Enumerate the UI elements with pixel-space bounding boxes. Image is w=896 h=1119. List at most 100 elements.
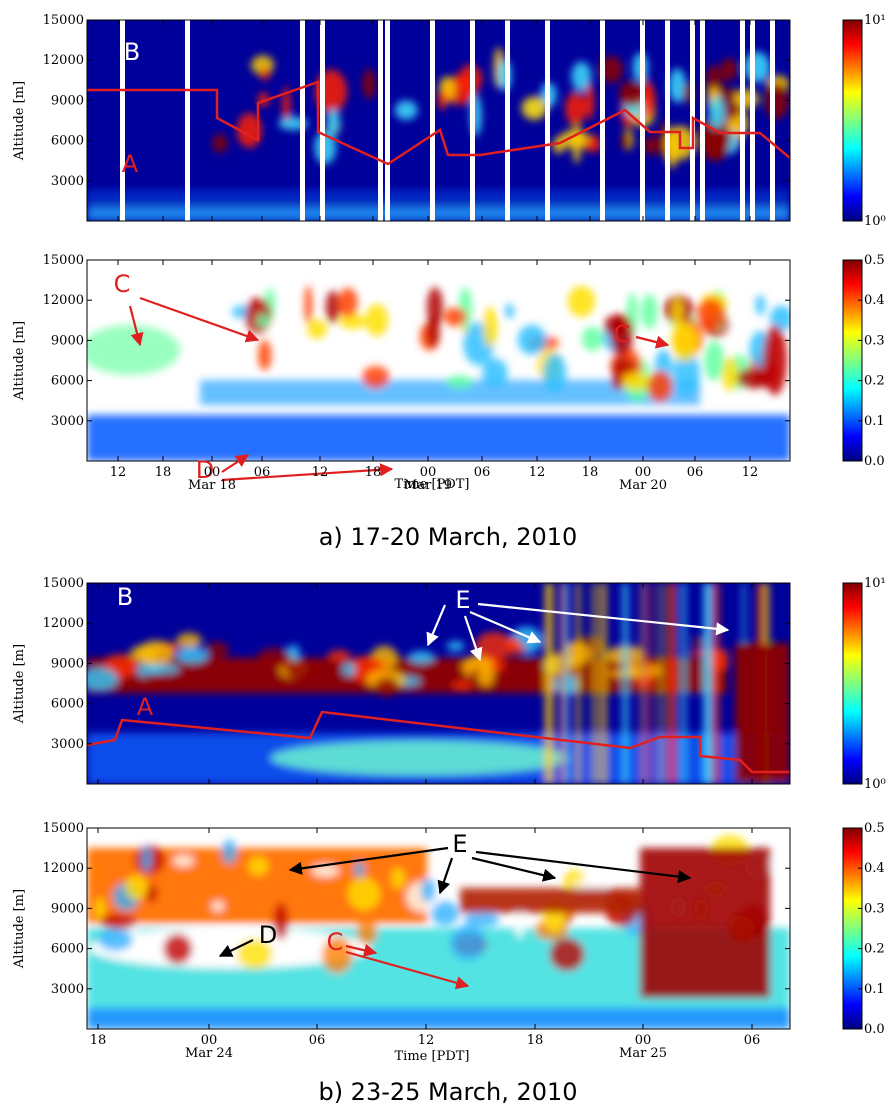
annotation-arrow [437, 857, 454, 895]
missing-data [770, 20, 775, 221]
heatmap-streak [592, 583, 597, 784]
y-tick-label: 3000 [51, 414, 84, 429]
heatmap-patch [408, 650, 435, 664]
y-tick-label: 15000 [43, 576, 84, 591]
heatmap-patch [571, 61, 592, 92]
annotation-label: D [259, 921, 277, 949]
heatmap-patch [311, 864, 340, 877]
y-axis-label: Altitude [m] [12, 644, 27, 724]
heatmap-patch [176, 646, 208, 664]
heatmap-patch [87, 190, 790, 202]
y-tick-label: 15000 [43, 253, 84, 268]
y-tick-label: 15000 [43, 821, 84, 836]
annotation-label: C [327, 928, 344, 956]
x-tick-label: 12 [418, 1033, 435, 1048]
colorbar [842, 582, 863, 785]
colorbar-tick-label: 0.2 [864, 374, 885, 389]
heatmap [87, 583, 790, 784]
heatmap-patch [567, 285, 596, 317]
heatmap-streak [622, 583, 629, 784]
annotation-label: C [114, 270, 131, 298]
missing-data [320, 20, 325, 221]
colorbar-tick-label: 0.1 [864, 982, 885, 997]
colorbar-tick-label: 0.5 [864, 253, 885, 268]
colorbar-tick-label: 10¹ [864, 576, 886, 591]
heatmap-blobs [87, 47, 790, 221]
heatmap-patch [321, 936, 353, 974]
heatmap-patch [325, 290, 341, 324]
heatmap [87, 20, 790, 221]
heatmap-patch [430, 901, 459, 926]
heatmap-patch [172, 855, 195, 867]
layer-boundary [86, 710, 790, 774]
heatmap-patch [212, 133, 228, 153]
heatmap-patch [87, 1008, 790, 1029]
x-tick-label: 00 [635, 1033, 652, 1048]
heatmap-patch [426, 314, 440, 348]
x-tick-label: 12 [110, 465, 127, 480]
heatmap-streak [560, 583, 565, 784]
heatmap-patch [743, 51, 771, 83]
y-tick-label: 6000 [51, 942, 84, 957]
heatmap-patch [764, 82, 789, 120]
heatmap-patch [98, 928, 133, 952]
heatmap-patch [143, 672, 164, 688]
heatmap-patch [222, 839, 237, 864]
heatmap-streak [680, 583, 687, 784]
colorbar [842, 259, 863, 462]
heatmap-patch [450, 924, 486, 961]
missing-data [505, 20, 510, 221]
heatmap-streak [575, 583, 581, 784]
heatmap-patch [668, 68, 686, 103]
caption: b) 23-25 March, 2010 [318, 1078, 577, 1106]
colorbar-tick-label: 0.3 [864, 333, 885, 348]
missing-data [470, 20, 475, 221]
heatmap-patch [129, 645, 160, 662]
missing-data [545, 20, 550, 221]
caption: a) 17-20 March, 2010 [319, 523, 578, 551]
plot-frame [86, 259, 791, 462]
annotation-arrow [477, 602, 730, 636]
heatmap-patch [621, 133, 630, 150]
heatmap-patch [445, 375, 473, 388]
heatmap-patch [347, 877, 381, 911]
heatmap-patch [737, 367, 769, 389]
plot-frame [86, 19, 791, 222]
annotation-arrow [221, 454, 250, 473]
colorbar-tick-label: 10¹ [864, 13, 886, 28]
heatmap-patch [437, 90, 447, 111]
heatmap-patch [641, 294, 658, 329]
x-date-label: Mar 24 [185, 1046, 233, 1061]
heatmap-streak [659, 583, 663, 784]
heatmap-patch [477, 661, 494, 687]
heatmap-patch [176, 632, 202, 649]
heatmap-streak [648, 583, 652, 784]
heatmap-patch [362, 366, 390, 389]
heatmap-patch [365, 304, 389, 337]
annotation-arrow [139, 296, 260, 343]
heatmap-patch [390, 867, 406, 889]
plot-frame [86, 582, 791, 785]
heatmap-patch [696, 298, 726, 332]
heatmap-patch [482, 358, 508, 387]
heatmap-patch [763, 325, 787, 395]
heatmap-patch [326, 109, 341, 136]
heatmap-patch [258, 339, 272, 371]
heatmap-patch [549, 937, 585, 971]
heatmap [87, 260, 790, 461]
heatmap-patch [141, 845, 152, 873]
missing-data [750, 20, 755, 221]
annotation-arrow [221, 463, 394, 482]
y-tick-label: 3000 [51, 737, 84, 752]
missing-data [300, 20, 305, 221]
heatmap-patch [374, 677, 400, 697]
heatmap-patch [236, 938, 273, 969]
x-tick-label: 00 [201, 1033, 218, 1048]
x-date-label: Mar 20 [619, 478, 667, 493]
colorbar-tick-label: 0.0 [864, 454, 885, 469]
heatmap-streak [544, 583, 551, 784]
heatmap-patch [245, 297, 272, 334]
heatmap-patch [604, 314, 630, 337]
heatmap [87, 828, 790, 1029]
